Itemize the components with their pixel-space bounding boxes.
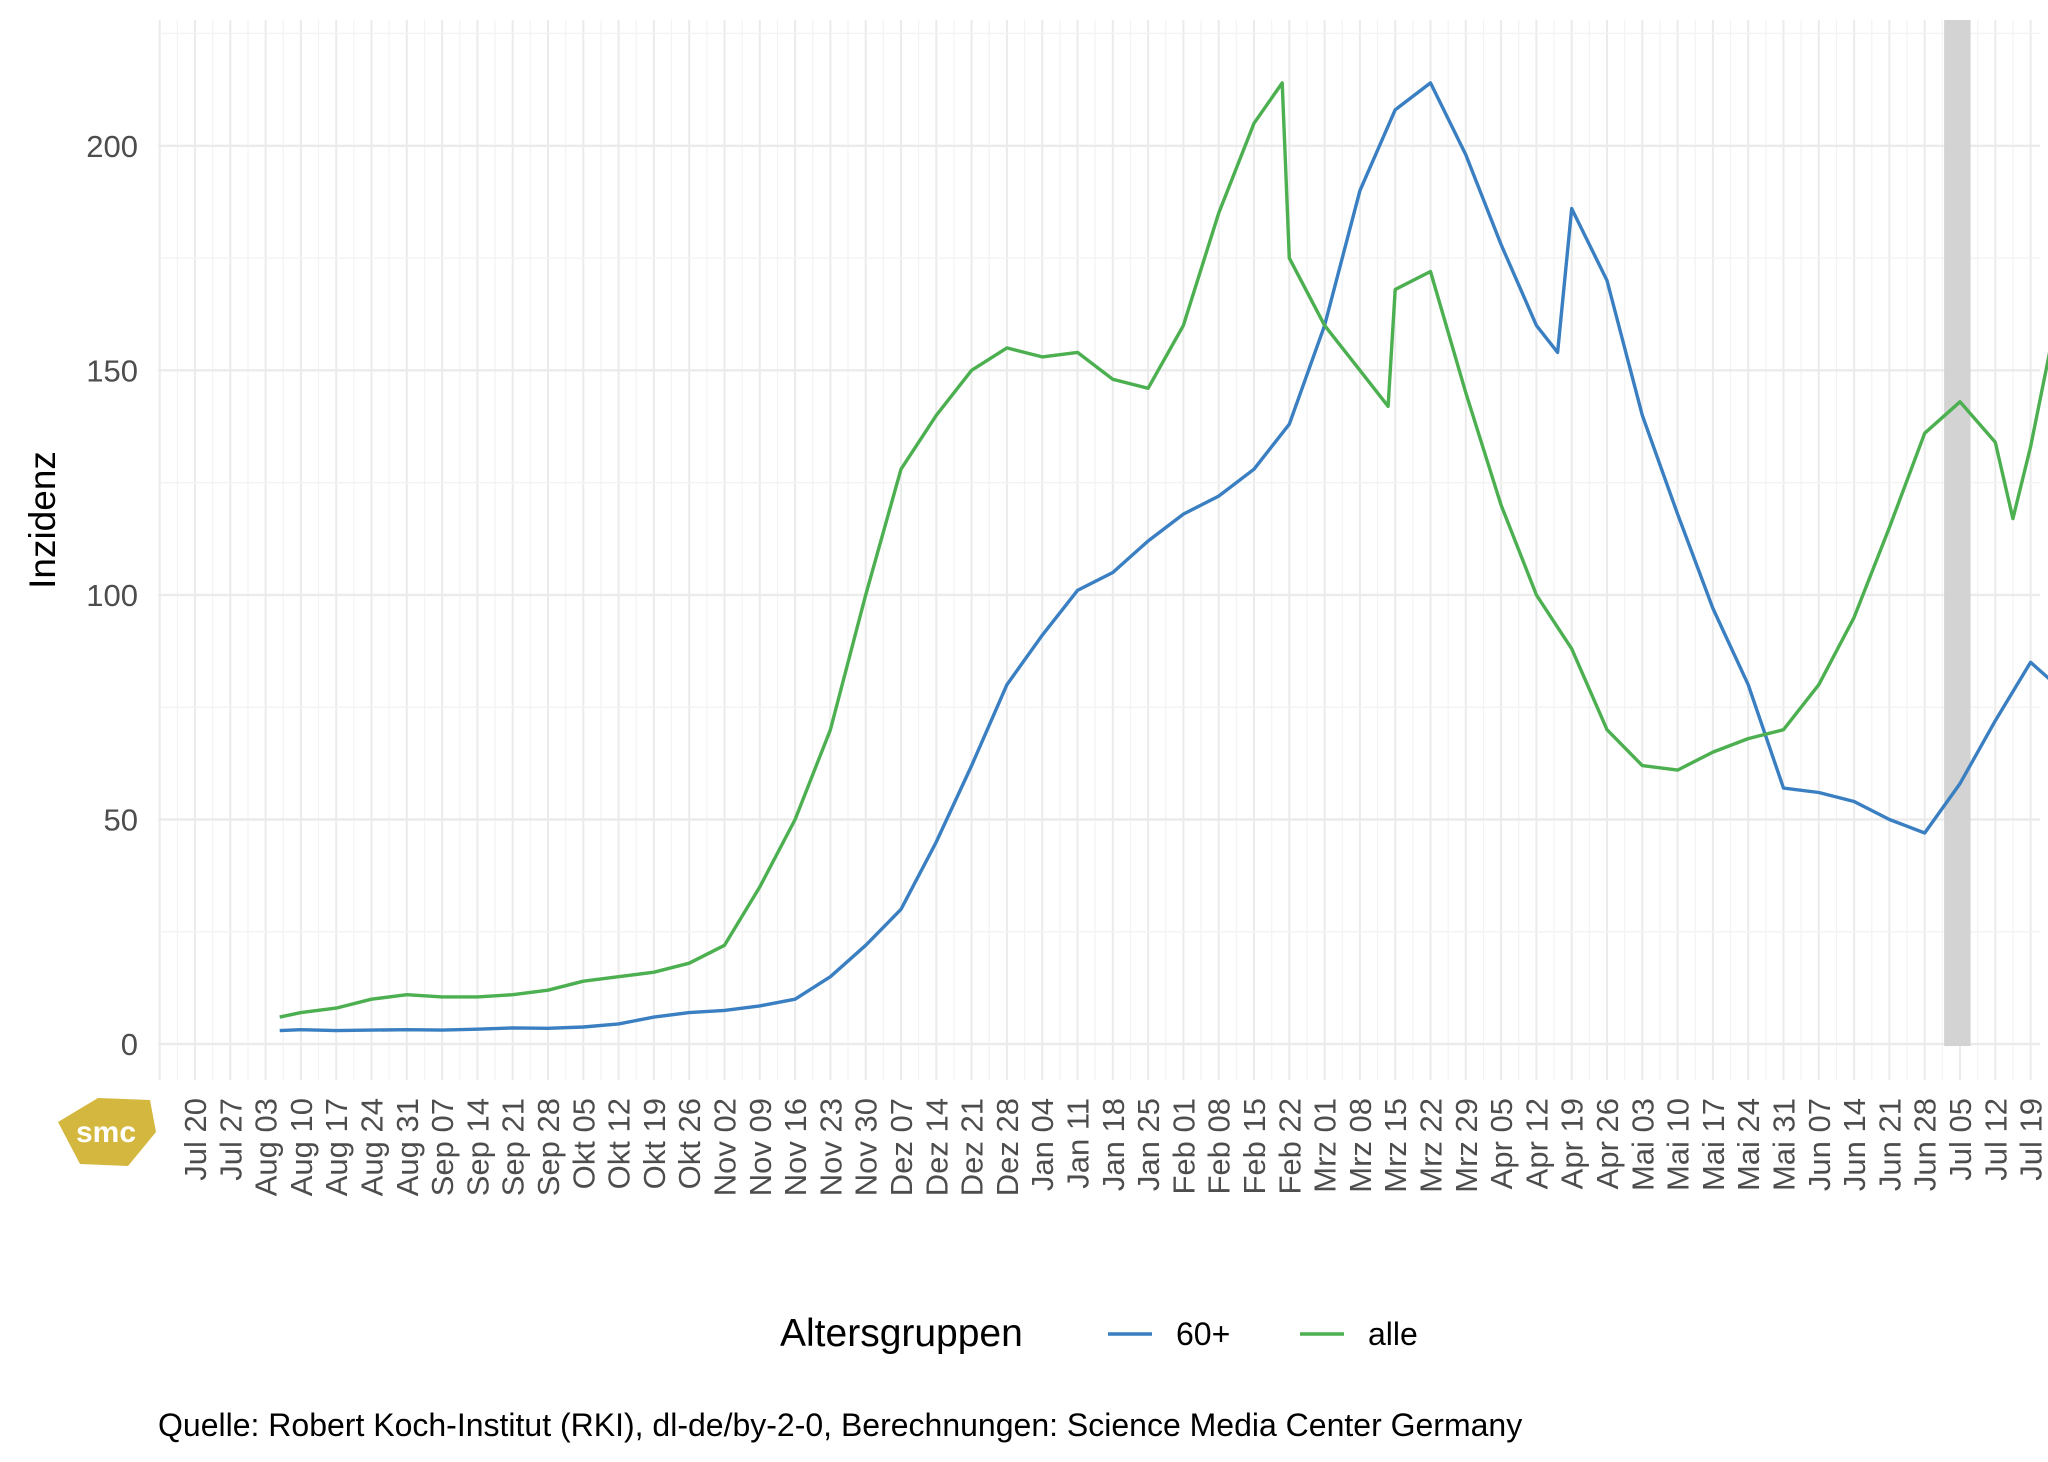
x-tick-label: Dez 21 (955, 1098, 990, 1196)
logo-text: smc (76, 1116, 136, 1149)
x-tick-label: Mai 24 (1731, 1098, 1766, 1191)
logo: smc (58, 1098, 156, 1166)
x-tick-label: Feb 01 (1166, 1098, 1201, 1195)
x-tick-label: Jan 18 (1096, 1098, 1131, 1191)
y-tick-label: 200 (86, 129, 138, 164)
y-tick-label: 50 (104, 802, 138, 837)
x-tick-label: Jan 04 (1025, 1098, 1060, 1191)
x-tick-label: Mai 31 (1767, 1098, 1802, 1191)
x-tick-label: Dez 28 (990, 1098, 1025, 1196)
legend-items: 60+ alle (1108, 1316, 1418, 1352)
x-tick-label: Okt 26 (672, 1098, 707, 1189)
x-tick-label: Mrz 08 (1343, 1098, 1378, 1193)
x-tick-label: Mrz 22 (1414, 1098, 1449, 1193)
y-tick-label: 150 (86, 353, 138, 388)
x-tick-label: Okt 12 (602, 1098, 637, 1189)
x-tick-label: Jul 05 (1943, 1098, 1978, 1181)
x-tick-label: Mrz 15 (1378, 1098, 1413, 1193)
logo-shape (58, 1098, 156, 1166)
x-tick-label: Jun 21 (1872, 1098, 1907, 1191)
legend-label: 60+ (1176, 1316, 1230, 1352)
y-tick-label: 0 (121, 1027, 138, 1062)
x-tick-label: Mai 17 (1696, 1098, 1731, 1191)
x-tick-label: Apr 19 (1555, 1098, 1590, 1189)
grid-layer (158, 20, 2040, 1080)
caption: Quelle: Robert Koch-Institut (RKI), dl-d… (158, 1407, 1522, 1443)
x-tick-label: Mai 03 (1625, 1098, 1660, 1191)
x-tick-label: Nov 23 (813, 1098, 848, 1196)
x-tick-label: Mrz 29 (1449, 1098, 1484, 1193)
legend: Altersgruppen 60+ alle (780, 1312, 1418, 1355)
x-tick-label: Aug 24 (355, 1098, 390, 1196)
x-tick-label: Dez 07 (884, 1098, 919, 1196)
x-tick-label: Feb 22 (1272, 1098, 1307, 1195)
x-tick-label: Sep 07 (425, 1098, 460, 1196)
x-tick-label: Apr 05 (1484, 1098, 1519, 1189)
x-tick-label: Feb 15 (1237, 1098, 1272, 1195)
series-line-60plus (279, 81, 2048, 1033)
x-axis-ticks: Jul 20 Jul 27 Aug 03 Aug 10 Aug 17 Aug 24 Aug … (178, 1098, 2048, 1196)
x-tick-label: Okt 05 (566, 1098, 601, 1189)
x-tick-label: Nov 16 (778, 1098, 813, 1196)
x-tick-label: Apr 12 (1519, 1098, 1554, 1189)
x-tick-label: Nov 09 (743, 1098, 778, 1196)
legend-title: Altersgruppen (780, 1312, 1023, 1355)
y-tick-label: 100 (86, 578, 138, 613)
x-tick-label: Jun 14 (1837, 1098, 1872, 1191)
x-tick-label: Jan 25 (1131, 1098, 1166, 1191)
x-tick-label: Mrz 01 (1308, 1098, 1343, 1193)
x-tick-label: Okt 19 (637, 1098, 672, 1189)
x-tick-label: Nov 30 (849, 1098, 884, 1196)
x-tick-label: Jun 07 (1802, 1098, 1837, 1191)
x-tick-label: Sep 28 (531, 1098, 566, 1196)
x-tick-label: Feb 08 (1202, 1098, 1237, 1195)
x-tick-label: Jul 19 (2014, 1098, 2048, 1181)
x-tick-label: Sep 21 (496, 1098, 531, 1196)
y-axis-title: Inzidenz (22, 451, 63, 589)
x-tick-label: Aug 10 (284, 1098, 319, 1196)
shaded-band (1944, 20, 1971, 1047)
x-tick-label: Sep 14 (460, 1098, 495, 1196)
x-tick-label: Apr 26 (1590, 1098, 1625, 1189)
x-tick-label: Jul 12 (1978, 1098, 2013, 1181)
y-axis-ticks: 0 50 100 150 200 (86, 129, 138, 1062)
x-tick-label: Aug 17 (319, 1098, 354, 1196)
legend-label: alle (1368, 1316, 1418, 1352)
x-tick-label: Nov 02 (708, 1098, 743, 1196)
x-tick-label: Jul 27 (213, 1098, 248, 1181)
x-tick-label: Dez 14 (919, 1098, 954, 1196)
x-tick-label: Aug 31 (390, 1098, 425, 1196)
series-line-alle (279, 81, 2048, 1019)
x-tick-label: Jul 20 (178, 1098, 213, 1181)
x-tick-label: Aug 03 (249, 1098, 284, 1196)
x-tick-label: Jan 11 (1061, 1098, 1096, 1189)
series-layer (279, 81, 2048, 1033)
x-tick-label: Jun 28 (1908, 1098, 1943, 1191)
x-tick-label: Mai 10 (1661, 1098, 1696, 1191)
